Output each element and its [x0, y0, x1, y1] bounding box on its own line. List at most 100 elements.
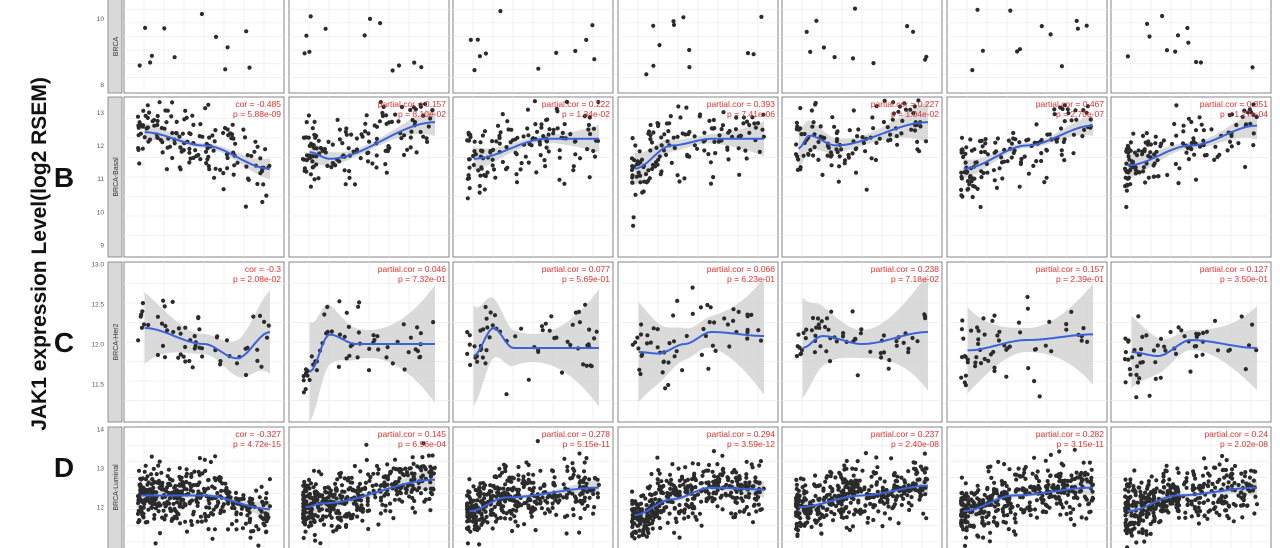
- data-point: [372, 337, 377, 343]
- data-point: [472, 344, 477, 349]
- fit-line: [634, 486, 764, 516]
- data-point: [583, 302, 588, 307]
- correlation-annotation: partial.cor = 0.077: [542, 264, 611, 274]
- data-point: [172, 55, 177, 60]
- fit-line: [1127, 486, 1258, 513]
- data-point: [346, 324, 351, 329]
- data-point: [887, 358, 892, 363]
- data-point: [418, 104, 423, 109]
- data-point: [488, 512, 493, 517]
- data-point: [475, 527, 480, 533]
- data-point: [817, 483, 823, 488]
- data-point: [1217, 462, 1222, 467]
- data-point: [896, 521, 901, 526]
- data-point: [1229, 144, 1234, 149]
- data-point: [906, 488, 911, 493]
- data-point: [1123, 522, 1128, 527]
- data-point: [850, 151, 855, 156]
- data-point: [526, 377, 531, 382]
- data-point: [708, 305, 713, 310]
- data-point: [809, 524, 814, 530]
- data-point: [795, 532, 800, 537]
- data-point: [513, 137, 518, 142]
- data-point: [301, 492, 306, 498]
- data-point: [739, 491, 744, 496]
- data-point: [203, 106, 208, 111]
- data-point: [1243, 367, 1248, 372]
- data-point: [1013, 520, 1018, 525]
- data-point: [682, 507, 687, 512]
- data-point: [630, 501, 635, 506]
- data-point: [367, 478, 372, 483]
- data-point: [633, 340, 638, 345]
- data-point: [1064, 327, 1069, 332]
- data-point: [894, 343, 899, 348]
- data-point: [689, 484, 694, 489]
- data-point: [358, 156, 363, 161]
- data-point: [1202, 513, 1207, 518]
- data-point: [551, 131, 556, 136]
- data-point: [1232, 480, 1237, 486]
- data-point: [1084, 516, 1089, 521]
- data-point: [218, 362, 223, 367]
- data-point: [983, 141, 988, 146]
- data-point: [200, 471, 205, 476]
- data-point: [1153, 376, 1158, 381]
- data-point: [264, 193, 269, 198]
- data-point: [962, 503, 968, 508]
- data-point: [1177, 166, 1182, 171]
- data-point: [255, 347, 260, 352]
- data-point: [1129, 513, 1134, 518]
- data-point: [398, 491, 403, 496]
- data-point: [677, 179, 682, 184]
- data-point: [360, 487, 365, 492]
- data-point: [653, 497, 658, 502]
- data-point: [165, 328, 170, 333]
- data-point: [692, 496, 697, 501]
- data-point: [1207, 473, 1212, 478]
- data-point: [636, 161, 641, 166]
- scatter-panel: [1110, 0, 1272, 94]
- data-point: [247, 499, 252, 504]
- data-point: [737, 476, 742, 481]
- data-point: [686, 514, 691, 520]
- data-point: [316, 494, 321, 499]
- data-point: [316, 176, 321, 181]
- data-point: [1151, 497, 1156, 502]
- data-point: [374, 165, 379, 170]
- data-point: [915, 139, 920, 144]
- data-point: [430, 492, 435, 497]
- data-point: [1185, 471, 1190, 476]
- data-point: [631, 164, 636, 169]
- data-point: [677, 478, 682, 483]
- data-point: [724, 493, 729, 498]
- data-point: [387, 145, 392, 151]
- data-point: [266, 323, 271, 328]
- data-point: [1212, 493, 1217, 498]
- correlation-annotation: partial.cor = 0.393: [707, 99, 776, 109]
- data-point: [1143, 180, 1148, 185]
- data-point: [431, 320, 436, 325]
- data-point: [477, 183, 482, 189]
- data-point: [891, 494, 896, 499]
- data-point: [343, 182, 348, 187]
- data-point: [378, 511, 383, 516]
- scatter-panel: partial.cor = 0.24p = 2.02e-08: [1110, 426, 1272, 548]
- data-point: [1127, 157, 1132, 162]
- data-point: [670, 462, 675, 467]
- data-point: [1044, 175, 1049, 180]
- facet-strip: [107, 0, 123, 94]
- data-point: [1049, 349, 1054, 354]
- data-point: [1230, 476, 1235, 481]
- data-point: [829, 509, 834, 515]
- data-point: [181, 148, 186, 153]
- data-point: [1037, 486, 1042, 491]
- data-point: [355, 355, 360, 360]
- data-point: [709, 495, 715, 500]
- data-point: [647, 484, 653, 489]
- data-point: [638, 173, 643, 178]
- data-point: [358, 469, 363, 474]
- data-point: [177, 521, 183, 526]
